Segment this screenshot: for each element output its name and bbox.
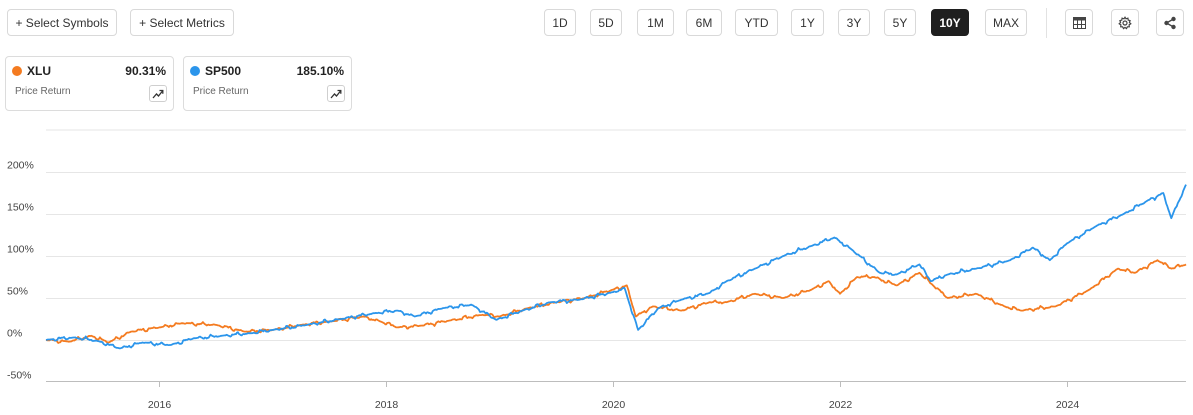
range-button-1y[interactable]: 1Y bbox=[791, 9, 824, 36]
series-symbol: SP500 bbox=[205, 64, 242, 78]
series-return-value: 185.10% bbox=[296, 64, 344, 78]
series-color-dot bbox=[12, 66, 22, 76]
chart-series bbox=[45, 184, 1187, 350]
range-button-5d[interactable]: 5D bbox=[590, 9, 622, 36]
range-button-max[interactable]: MAX bbox=[985, 9, 1027, 36]
y-tick-label: 100% bbox=[7, 244, 34, 256]
x-tick-label: 2018 bbox=[375, 399, 399, 411]
y-tick-label: 0% bbox=[7, 328, 22, 340]
x-tick-label: 2020 bbox=[602, 399, 626, 411]
range-button-6m[interactable]: 6M bbox=[686, 9, 722, 36]
table-icon bbox=[1072, 16, 1086, 29]
legend-card-xlu[interactable]: XLU 90.31% Price Return bbox=[5, 56, 174, 111]
y-tick-label: 200% bbox=[7, 160, 34, 172]
x-tick-label: 2024 bbox=[1056, 399, 1080, 411]
y-tick-label: 150% bbox=[7, 202, 34, 214]
range-button-1m[interactable]: 1M bbox=[637, 9, 674, 36]
chart-grid bbox=[46, 129, 1186, 387]
share-icon bbox=[1164, 16, 1176, 29]
series-metric-label: Price Return bbox=[15, 86, 71, 97]
range-button-3y[interactable]: 3Y bbox=[838, 9, 870, 36]
range-button-1d[interactable]: 1D bbox=[544, 9, 576, 36]
settings-button[interactable] bbox=[1111, 9, 1139, 36]
series-metric-label: Price Return bbox=[193, 86, 249, 97]
trend-up-icon bbox=[152, 89, 164, 98]
y-tick-label: -50% bbox=[7, 370, 32, 382]
trend-up-icon bbox=[330, 89, 342, 98]
table-view-button[interactable] bbox=[1065, 9, 1093, 36]
range-button-5y[interactable]: 5Y bbox=[884, 9, 916, 36]
select-symbols-button[interactable]: + Select Symbols bbox=[7, 9, 117, 36]
legend-card-sp500[interactable]: SP500 185.10% Price Return bbox=[183, 56, 352, 111]
trend-toggle-button[interactable] bbox=[149, 85, 167, 102]
series-line-sp500 bbox=[45, 184, 1187, 350]
x-tick-label: 2022 bbox=[829, 399, 853, 411]
trend-toggle-button[interactable] bbox=[327, 85, 345, 102]
series-symbol: XLU bbox=[27, 64, 51, 78]
x-tick-label: 2016 bbox=[148, 399, 172, 411]
toolbar-divider bbox=[1046, 8, 1047, 38]
share-button[interactable] bbox=[1156, 9, 1184, 36]
range-button-10y[interactable]: 10Y bbox=[931, 9, 969, 36]
y-tick-label: 50% bbox=[7, 286, 28, 298]
select-metrics-button[interactable]: + Select Metrics bbox=[130, 9, 234, 36]
gear-icon bbox=[1118, 15, 1132, 30]
chart-axis-labels: 200% 150% 100% 50% 0% -50% 2016 2018 2020 2022 202… bbox=[7, 160, 1079, 412]
series-color-dot bbox=[190, 66, 200, 76]
range-button-ytd[interactable]: YTD bbox=[735, 9, 778, 36]
series-return-value: 90.31% bbox=[125, 64, 166, 78]
series-line-xlu bbox=[45, 259, 1187, 344]
